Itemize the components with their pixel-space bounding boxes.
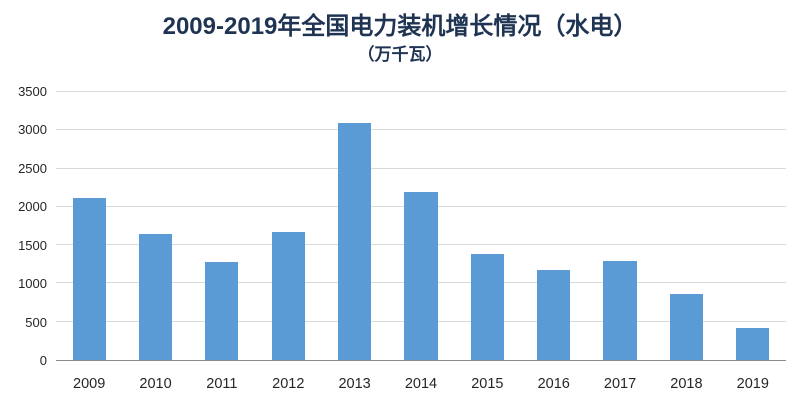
x-axis-tick-label: 2019	[736, 376, 769, 392]
bar-2018	[669, 294, 703, 360]
x-axis-tick-label: 2017	[603, 376, 637, 392]
x-axis-tick-label: 2013	[338, 376, 371, 392]
bar-slot	[521, 92, 587, 360]
bar-slot	[321, 92, 387, 360]
bar-2009	[72, 198, 106, 360]
chart-body: 0 500 1000 1500 2000 2500 3000 3500	[10, 84, 786, 368]
bar-slot	[122, 92, 188, 360]
bar-2015	[470, 254, 504, 360]
y-axis-tick-label: 3000	[18, 122, 47, 138]
bar-2014	[404, 192, 438, 360]
x-axis-tick-label: 2014	[404, 376, 438, 392]
y-axis-tick-label: 0	[39, 353, 47, 368]
y-axis-tick-label: 500	[25, 314, 47, 330]
gridline	[56, 167, 786, 169]
bar-slot	[720, 92, 786, 360]
y-axis-tick-label: 2500	[18, 160, 47, 176]
y-axis-tick-label: 1500	[18, 237, 47, 253]
bar-slot	[56, 92, 122, 360]
x-axis-tick-label: 2015	[471, 376, 504, 392]
x-axis-tick-label: 2010	[139, 376, 172, 392]
x-axis-tick-label: 2009	[73, 376, 106, 392]
gridline	[56, 91, 786, 92]
x-axis: 2009 2010 2011 2012 2013 2014 2015 2016 2017 2018…	[56, 376, 786, 392]
y-axis: 0 500 1000 1500 2000 2500 3000 3500	[10, 84, 56, 368]
bar-2019	[736, 327, 770, 360]
bar-2013	[338, 122, 372, 360]
chart-title: 2009-2019年全国电力装机增长情况（水电）	[162, 13, 638, 40]
bar-2012	[271, 232, 305, 360]
x-axis-tick-label: 2011	[206, 376, 238, 392]
x-axis-tick-label: 2016	[537, 376, 570, 392]
bar-slot	[388, 92, 454, 360]
bar-slot	[454, 92, 520, 360]
bar-2011	[205, 262, 239, 360]
bar-2016	[537, 270, 571, 360]
x-axis-tick-label: 2018	[670, 376, 703, 392]
bar-slot	[587, 92, 653, 360]
bar-2017	[603, 261, 637, 360]
bars-group	[56, 92, 786, 360]
plot-area	[56, 91, 786, 361]
chart-subtitle: （万千瓦）	[357, 44, 443, 64]
bar-2010	[138, 234, 173, 360]
bar-slot	[653, 92, 719, 360]
bar-slot	[189, 92, 255, 360]
x-axis-tick-label: 2012	[272, 376, 305, 392]
y-axis-tick-label: 1000	[18, 276, 47, 292]
y-axis-tick-label: 3500	[18, 84, 47, 99]
bar-slot	[255, 92, 321, 360]
y-axis-tick-label: 2000	[18, 199, 47, 215]
gridline	[56, 129, 786, 131]
